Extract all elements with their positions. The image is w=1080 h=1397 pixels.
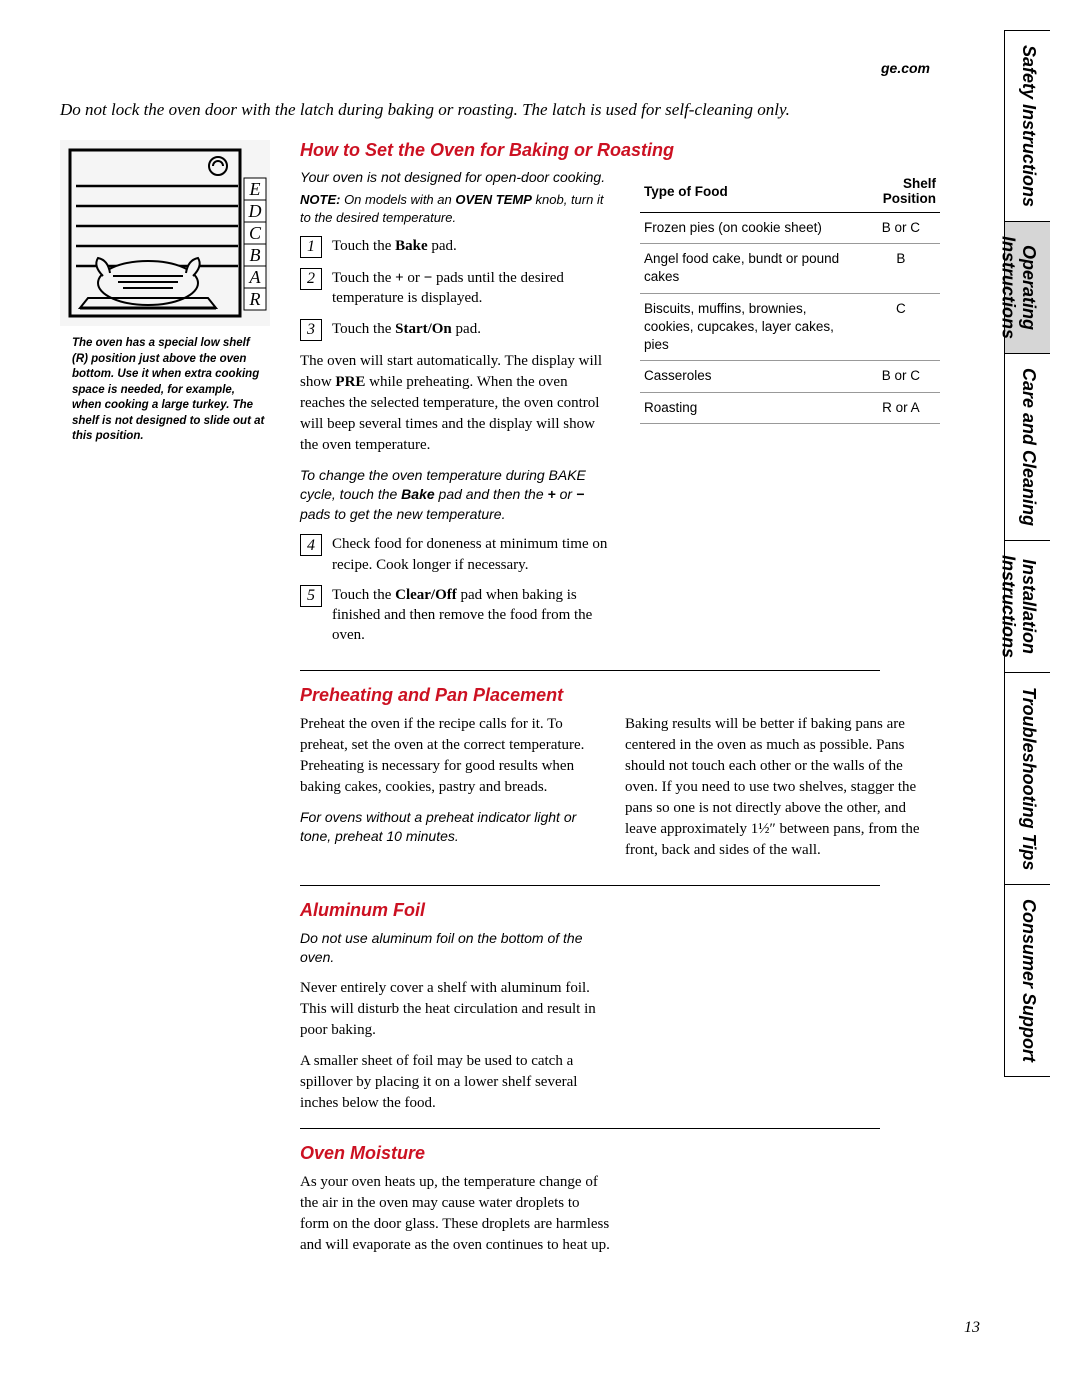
change-temp-note: To change the oven temperature during BA… [300,466,610,525]
foil-p1: Never entirely cover a shelf with alumin… [300,978,610,1041]
preheat-p1: Preheat the oven if the recipe calls for… [300,714,595,798]
table-header-position: Shelf Position [862,170,940,213]
step-num-1: 1 [300,236,322,258]
table-header-food: Type of Food [640,170,862,213]
svg-text:E: E [249,179,261,199]
foil-note: Do not use aluminum foil on the bottom o… [300,929,610,968]
oven-diagram-svg: E D C B A R [68,148,268,318]
svg-text:B: B [250,245,261,265]
step-num-5: 5 [300,585,322,607]
step-2: 2 Touch the + or − pads until the desire… [300,268,610,309]
oven-start-para: The oven will start automatically. The d… [300,351,610,456]
page-number: 13 [964,1319,980,1337]
divider [300,670,880,671]
tab-consumer[interactable]: Consumer Support [1004,885,1050,1077]
food-shelf-table: Type of Food Shelf Position Frozen pies … [640,170,940,424]
step-1: 1 Touch the Bake pad. [300,236,610,258]
side-tabs: Safety Instructions OperatingInstruction… [1004,30,1050,1077]
section-title-foil: Aluminum Foil [300,900,610,921]
tab-safety[interactable]: Safety Instructions [1004,30,1050,222]
table-row: Biscuits, muffins, brownies, cookies, cu… [640,293,940,361]
table-row: CasserolesB or C [640,361,940,392]
step-3: 3 Touch the Start/On pad. [300,319,610,341]
tab-operating[interactable]: OperatingInstructions [1004,222,1050,354]
foil-p2: A smaller sheet of foil may be used to c… [300,1051,610,1114]
svg-text:D: D [248,201,262,221]
table-row: Angel food cake, bundt or pound cakesB [640,244,940,293]
diagram-caption: The oven has a special low shelf (R) pos… [60,336,270,445]
oven-diagram: E D C B A R [60,140,270,326]
section-title-moisture: Oven Moisture [300,1143,610,1164]
svg-text:A: A [249,267,262,287]
step-5: 5 Touch the Clear/Off pad when baking is… [300,585,610,646]
svg-text:C: C [249,223,262,243]
tab-installation[interactable]: InstallationInstructions [1004,541,1050,673]
step-4: 4 Check food for doneness at minimum tim… [300,534,610,575]
step-num-4: 4 [300,534,322,556]
warning-text: Do not lock the oven door with the latch… [60,100,1020,120]
preheat-note: For ovens without a preheat indicator li… [300,808,595,847]
table-row: RoastingR or A [640,392,940,423]
tab-troubleshooting[interactable]: Troubleshooting Tips [1004,673,1050,885]
oven-temp-note: NOTE: On models with an OVEN TEMP knob, … [300,191,610,226]
header-url: ge.com [881,60,930,76]
step-num-2: 2 [300,268,322,290]
preheat-p2: Baking results will be better if baking … [625,714,920,861]
tab-care[interactable]: Care and Cleaning [1004,354,1050,541]
moisture-p1: As your oven heats up, the temperature c… [300,1172,610,1256]
open-door-note: Your oven is not designed for open-door … [300,169,610,185]
svg-text:R: R [249,289,261,309]
step-num-3: 3 [300,319,322,341]
divider [300,885,880,886]
section-title-preheat: Preheating and Pan Placement [300,685,920,706]
table-row: Frozen pies (on cookie sheet)B or C [640,213,940,244]
divider [300,1128,880,1129]
